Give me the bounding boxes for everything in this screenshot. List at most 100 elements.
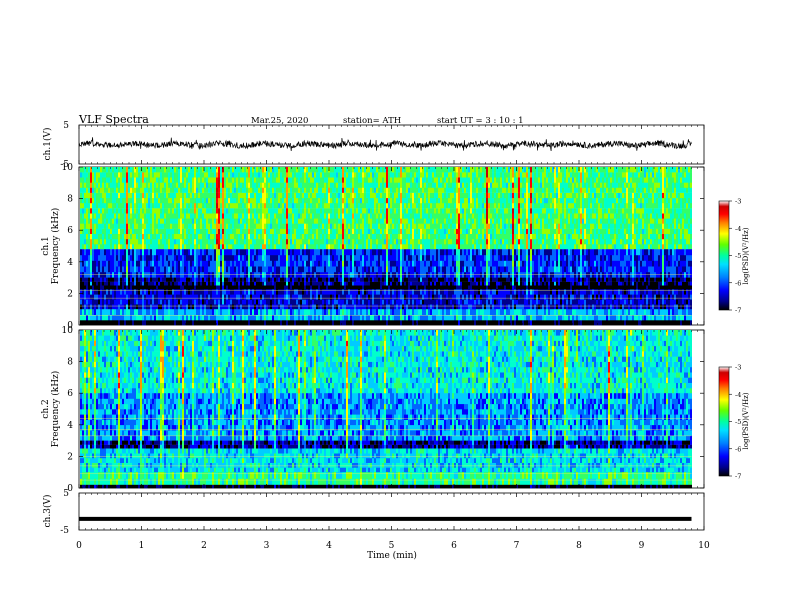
spectrogram-cell — [108, 233, 110, 240]
spectrogram-cell — [362, 309, 364, 315]
spectrogram-cell — [148, 182, 150, 188]
spectrogram-cell — [198, 299, 200, 305]
spectrogram-cell — [134, 238, 136, 245]
spectrogram-cell — [356, 213, 358, 219]
spectrogram-cell — [314, 167, 316, 173]
spectrogram-cell — [146, 177, 148, 183]
spectrogram-cell — [314, 208, 316, 214]
spectrogram-cell — [344, 208, 346, 214]
spectrogram-cell — [336, 281, 338, 286]
spectrogram-cell — [336, 192, 338, 199]
spectrogram-cell — [174, 182, 176, 188]
spectrogram-cell — [202, 228, 204, 234]
spectrogram-cell — [382, 277, 384, 282]
spectrogram-cell — [294, 289, 296, 295]
spectrogram-cell — [250, 320, 252, 326]
spectrogram-cell — [150, 260, 152, 267]
spectrogram-cell — [172, 233, 174, 240]
spectrogram-cell — [172, 320, 174, 326]
spectrogram-cell — [394, 202, 396, 209]
spectrogram-cell — [230, 197, 232, 204]
spectrogram-cell — [378, 299, 380, 305]
spectrogram-cell — [190, 218, 192, 224]
spectrogram-cell — [320, 244, 322, 250]
spectrogram-cell — [142, 192, 144, 199]
spectrogram-cell — [192, 202, 194, 209]
spectrogram-cell — [386, 309, 388, 315]
spectrogram-cell — [198, 244, 200, 250]
spectrogram-cell — [178, 233, 180, 240]
spectrogram-cell — [112, 266, 114, 273]
spectrogram-cell — [400, 218, 402, 224]
spectrogram-cell — [162, 289, 164, 295]
spectrogram-cell — [268, 294, 270, 300]
spectrogram-cell — [270, 233, 272, 240]
spectrogram-cell — [144, 233, 146, 240]
spectrogram-cell — [144, 260, 146, 267]
spectrogram-cell — [110, 187, 112, 193]
spectrogram-cell — [218, 277, 220, 282]
spectrogram-cell — [392, 249, 394, 256]
spectrogram-cell — [320, 218, 322, 224]
spectrogram-cell — [340, 238, 342, 245]
spectrogram-cell — [92, 294, 94, 300]
spectrogram-cell — [202, 177, 204, 183]
spectrogram-cell — [196, 187, 198, 193]
spectrogram-cell — [280, 304, 282, 310]
spectrogram-cell — [316, 208, 318, 214]
spectrogram-cell — [310, 271, 312, 278]
spectrogram-cell — [360, 260, 362, 267]
spectrogram-cell — [360, 281, 362, 286]
spectrogram-cell — [90, 271, 92, 278]
spectrogram-cell — [328, 213, 330, 219]
spectrogram-cell — [166, 299, 168, 305]
spectrogram-cell — [316, 167, 318, 173]
spectrogram-cell — [272, 271, 274, 278]
spectrogram-cell — [356, 289, 358, 295]
spectrogram-cell — [158, 177, 160, 183]
spectrogram-cell — [278, 218, 280, 224]
spectrogram-cell — [82, 218, 84, 224]
spectrogram-cell — [136, 223, 138, 229]
spectrogram-cell — [218, 177, 220, 183]
spectrogram-cell — [102, 309, 104, 315]
spectrogram-cell — [142, 266, 144, 273]
spectrogram-cell — [80, 289, 82, 295]
spectrogram-cell — [300, 309, 302, 315]
spectrogram-cell — [342, 223, 344, 229]
spectrogram-cell — [388, 277, 390, 282]
spectrogram-cell — [276, 320, 278, 326]
spectrogram-cell — [332, 238, 334, 245]
spectrogram-cell — [258, 281, 260, 286]
spectrogram-cell — [166, 244, 168, 250]
spectrogram-cell — [340, 320, 342, 326]
spectrogram-cell — [232, 177, 234, 183]
spectrogram-cell — [150, 213, 152, 219]
spectrogram-cell — [168, 304, 170, 310]
spectrogram-cell — [148, 238, 150, 245]
spectrogram-cell — [238, 314, 240, 321]
spectrogram-cell — [212, 233, 214, 240]
spectrogram-cell — [164, 289, 166, 295]
spectrogram-cell — [246, 197, 248, 204]
spectrogram-cell — [144, 228, 146, 234]
spectrogram-cell — [380, 289, 382, 295]
spectrogram-cell — [222, 177, 224, 183]
spectrogram-cell — [118, 309, 120, 315]
spectrogram-cell — [86, 187, 88, 193]
spectrogram-cell — [134, 233, 136, 240]
spectrogram-cell — [188, 228, 190, 234]
spectrogram-cell — [292, 238, 294, 245]
spectrogram-cell — [252, 271, 254, 278]
spectrogram-cell — [130, 187, 132, 193]
spectrogram-cell — [340, 244, 342, 250]
spectrogram-cell — [224, 218, 226, 224]
spectrogram-cell — [206, 192, 208, 199]
spectrogram-cell — [142, 187, 144, 193]
spectrogram-cell — [92, 304, 94, 310]
spectrogram-cell — [176, 281, 178, 286]
spectrogram-cell — [172, 187, 174, 193]
spectrogram-cell — [180, 228, 182, 234]
spectrogram-cell — [364, 249, 366, 256]
spectrogram-cell — [202, 314, 204, 321]
